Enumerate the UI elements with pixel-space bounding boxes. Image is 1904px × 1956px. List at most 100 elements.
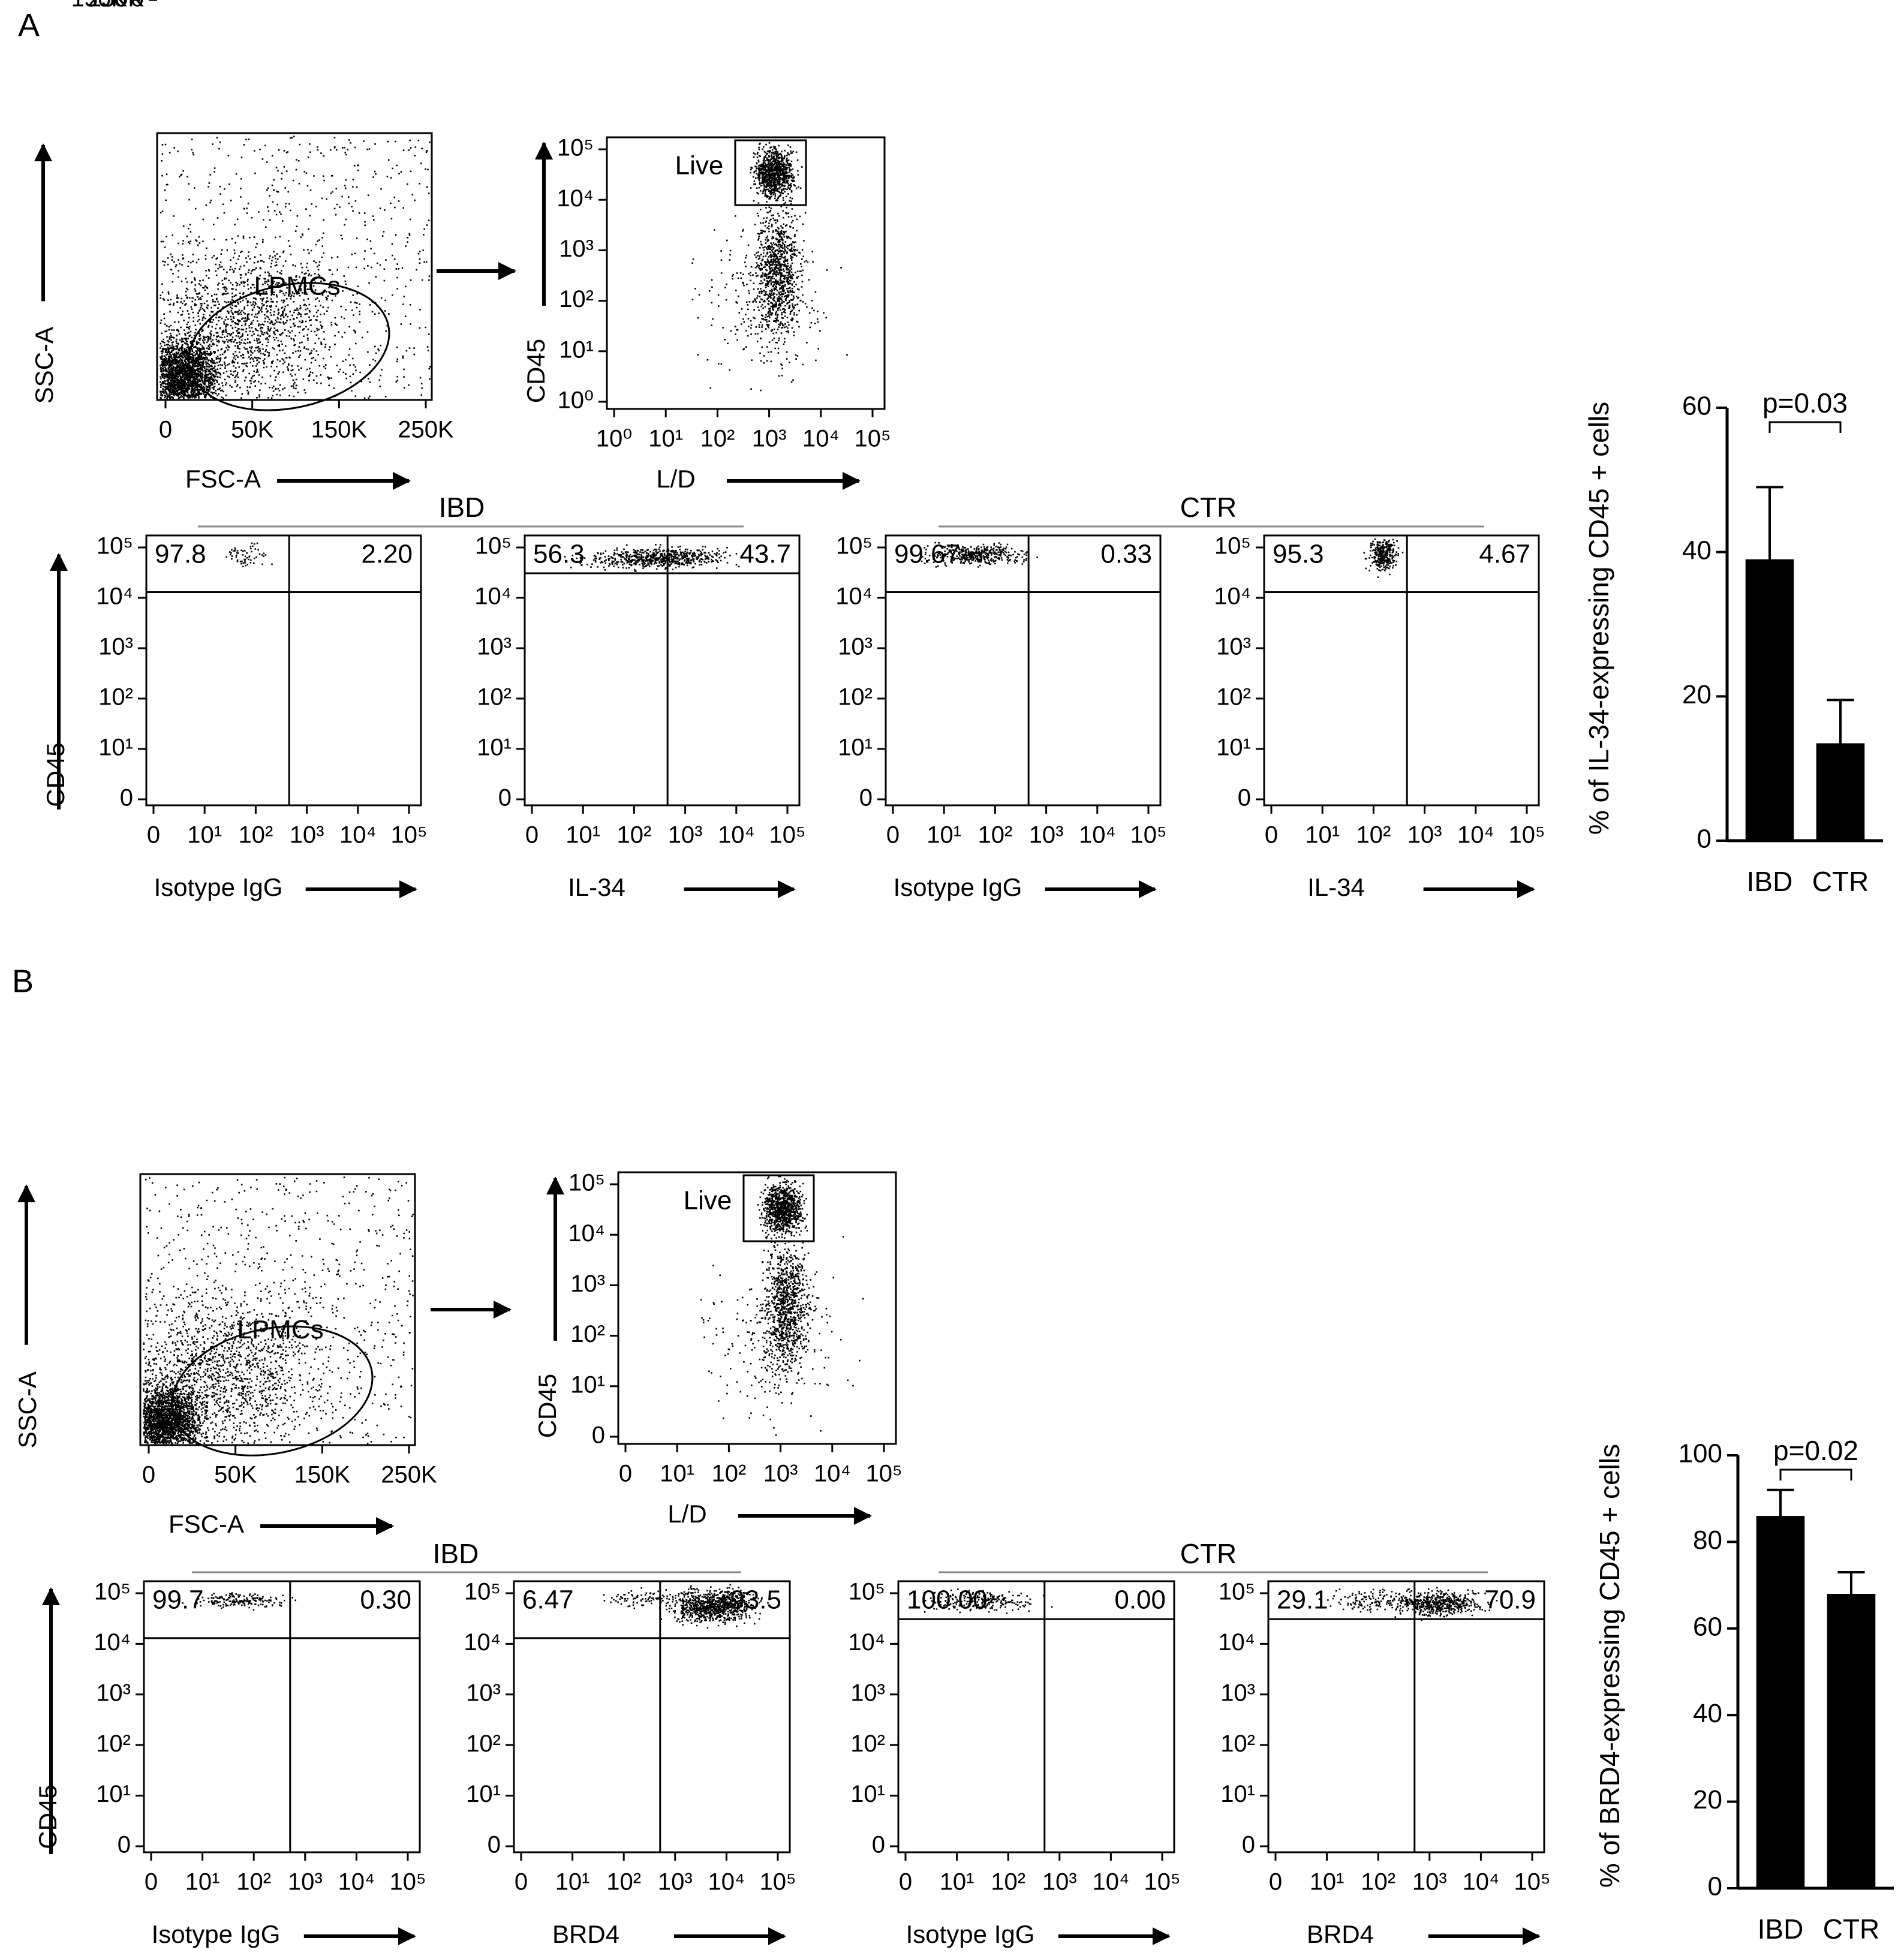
a-q1-upper-right-pct: 2.20: [361, 540, 413, 569]
a-q3-xtick-label: 10³: [1029, 822, 1064, 848]
b-q1-ytick-label: 10³: [96, 1680, 131, 1706]
a-live-ytick-label: 10²: [559, 286, 594, 312]
b-q3-dots: [916, 1588, 1053, 1614]
a-live-xtick-label: 10³: [752, 426, 787, 452]
a-q3-xtick-label: 10¹: [927, 822, 961, 848]
panel-a-label: A: [18, 7, 40, 43]
b-bar-significance-bracket: [1779, 1468, 1852, 1480]
a-q4-ytick-label: 10³: [1216, 634, 1251, 660]
b-q3-xlabel: Isotype IgG: [906, 1920, 1035, 1948]
b-q2-xtick-label: 10⁵: [759, 1869, 796, 1895]
a-q4-ytick-label: 10¹: [1216, 735, 1251, 761]
a-q4-ytick-label: 10⁵: [1214, 533, 1251, 559]
b-q3-ytick-label: 10²: [850, 1731, 885, 1757]
a-q3-xtick-label: 10⁴: [1079, 822, 1116, 848]
undefined-ytick-label: 50K: [85, 0, 127, 12]
a-live-xlabel: L/D: [656, 465, 695, 493]
b-q2-upper-right-pct: 93.5: [730, 1585, 781, 1615]
b-q4-ytick-label: 0: [1242, 1832, 1255, 1858]
undefined-xtick-label: 150K: [294, 1462, 351, 1488]
b-live-live-gate: [742, 1174, 815, 1242]
b-bar-ytick-label: 0: [1708, 1872, 1722, 1901]
b-q3-ytick-label: 0: [872, 1832, 885, 1858]
b-live-ytick-label: 10²: [570, 1321, 605, 1347]
b-live-ytick-label: 0: [592, 1422, 605, 1449]
b-q2-xtick-label: 10³: [658, 1869, 693, 1895]
undefined-xlabel: FSC-A: [185, 465, 261, 493]
a-group-label-ctr: CTR: [1180, 492, 1237, 523]
undefined-ylabel: SSC-A: [30, 327, 58, 404]
b-q4-ytick-label: 10¹: [1220, 1781, 1255, 1807]
b-q4-xtick-label: 10⁴: [1463, 1869, 1500, 1895]
b-bar-category-label: CTR: [1823, 1913, 1880, 1945]
a-live-ytick-label: 10⁴: [557, 185, 594, 212]
b-q1-xtick-label: 10⁴: [338, 1869, 375, 1895]
a-live-ytick-label: 10⁰: [557, 387, 594, 414]
a-q3-ytick-label: 10³: [838, 634, 873, 660]
a-q4-xtick-label: 10⁴: [1457, 822, 1494, 848]
undefined-xlabel: FSC-A: [169, 1510, 244, 1538]
a-q3-plot-frame: [885, 534, 1162, 807]
a-q3-xlabel: Isotype IgG: [894, 873, 1022, 901]
static-layer: [17, 0, 1894, 1945]
a-q4-xtick-label: 10³: [1407, 822, 1442, 848]
b-q3-xtick-label: 10⁵: [1144, 1869, 1180, 1895]
b-q1-xtick-label: 10²: [236, 1869, 271, 1895]
b-bar-ytick-label: 80: [1693, 1525, 1722, 1555]
undefined-xtick-label: 250K: [381, 1462, 437, 1488]
a-quad-ylabel: CD45: [41, 742, 70, 807]
a-q1-dots: [225, 542, 273, 568]
b-q4-xtick-label: 10²: [1361, 1869, 1395, 1895]
a-q4-xtick-label: 10¹: [1305, 822, 1340, 848]
b-q1-xtick-label: 10¹: [185, 1869, 220, 1895]
a-q3-ytick-label: 0: [859, 785, 873, 811]
a-q2-xtick-label: 0: [525, 822, 539, 848]
a-live-ytick-label: 10⁵: [557, 135, 594, 161]
b-q4-ytick-label: 10⁴: [1218, 1629, 1255, 1656]
a-bar-pvalue: p=0.03: [1762, 387, 1848, 419]
a-bar-category-label: CTR: [1812, 866, 1869, 897]
b-live-dots: [700, 1175, 864, 1436]
a-q2-ytick-label: 10²: [477, 684, 512, 711]
undefined-gate-ellipse: [188, 282, 390, 411]
a-q2-ytick-label: 10¹: [477, 735, 512, 761]
a-bar-ylabel: % of IL-34-expressing CD45 + cells: [1583, 402, 1614, 835]
b-group-label-ctr: CTR: [1180, 1538, 1237, 1569]
undefined-gate-label: LPMCs: [254, 272, 340, 301]
a-q3-upper-left-pct: 99.67: [894, 540, 960, 569]
a-q1-xtick-label: 10⁵: [390, 822, 427, 848]
b-q3-ytick-label: 10³: [850, 1680, 885, 1706]
a-bar-bar-ibd: [1745, 559, 1794, 841]
a-q1-ytick-label: 10²: [98, 684, 133, 711]
b-q4-upper-left-pct: 29.1: [1277, 1585, 1328, 1615]
b-q1-upper-left-pct: 99.7: [152, 1585, 204, 1615]
b-q3-xtick-label: 10²: [991, 1869, 1025, 1895]
b-live-ylabel: CD45: [533, 1374, 561, 1438]
a-q4-ytick-label: 10²: [1216, 684, 1251, 711]
b-q1-xtick-label: 0: [145, 1869, 158, 1895]
dot-layer: [143, 136, 1498, 1629]
a-q3-ytick-label: 10¹: [838, 735, 873, 761]
a-q1-xtick-label: 10²: [238, 822, 273, 848]
b-bar-pvalue: p=0.02: [1773, 1435, 1858, 1466]
a-q1-plot-frame: [145, 534, 422, 807]
a-bar-ytick-label: 20: [1682, 680, 1712, 709]
undefined-ytick-label: 0: [114, 0, 127, 12]
b-bar-ytick-label: 40: [1693, 1699, 1722, 1728]
b-live-plot-frame: [617, 1171, 897, 1445]
b-q4-xlabel: BRD4: [1307, 1920, 1374, 1948]
a-q2-xtick-label: 10²: [616, 822, 651, 848]
b-q3-xtick-label: 10⁴: [1093, 1869, 1130, 1895]
b-q4-upper-right-pct: 70.9: [1484, 1585, 1536, 1615]
a-q1-xtick-label: 0: [147, 822, 160, 848]
a-q4-plot-frame: [1263, 534, 1540, 807]
a-q2-xtick-label: 10¹: [566, 822, 600, 848]
b-group-label-ibd: IBD: [433, 1538, 479, 1569]
b-q2-plot-frame: [513, 1580, 791, 1853]
b-q2-ytick-label: 0: [488, 1832, 501, 1858]
a-q1-ytick-label: 10⁵: [97, 533, 133, 559]
b-q1-ytick-label: 10⁵: [94, 1579, 131, 1605]
a-group-label-ibd: IBD: [439, 492, 485, 523]
b-q2-ytick-label: 10³: [466, 1680, 501, 1706]
b-live-xtick-label: 10²: [711, 1461, 746, 1487]
